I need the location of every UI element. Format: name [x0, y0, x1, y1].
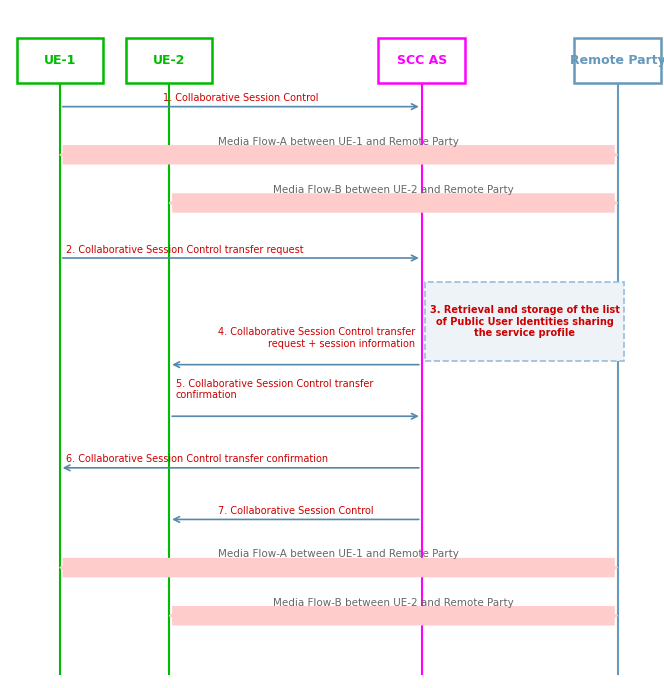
Text: 1. Collaborative Session Control: 1. Collaborative Session Control — [163, 93, 319, 103]
FancyBboxPatch shape — [378, 38, 465, 83]
Text: Remote Party: Remote Party — [570, 54, 664, 67]
Text: 5. Collaborative Session Control transfer
confirmation: 5. Collaborative Session Control transfe… — [176, 379, 373, 400]
Text: 2. Collaborative Session Control transfer request: 2. Collaborative Session Control transfe… — [66, 244, 304, 255]
Text: Media Flow-A between UE-1 and Remote Party: Media Flow-A between UE-1 and Remote Par… — [218, 136, 459, 147]
FancyArrow shape — [603, 610, 618, 622]
FancyArrow shape — [603, 149, 618, 161]
Text: Media Flow-B between UE-2 and Remote Party: Media Flow-B between UE-2 and Remote Par… — [273, 597, 514, 608]
FancyBboxPatch shape — [17, 38, 103, 83]
FancyBboxPatch shape — [574, 38, 661, 83]
Text: 6. Collaborative Session Control transfer confirmation: 6. Collaborative Session Control transfe… — [66, 454, 329, 464]
FancyArrow shape — [169, 197, 184, 209]
FancyArrow shape — [603, 561, 618, 574]
Text: 4. Collaborative Session Control transfer
request + session information: 4. Collaborative Session Control transfe… — [218, 327, 415, 349]
FancyArrow shape — [169, 610, 184, 622]
Text: Media Flow-A between UE-1 and Remote Party: Media Flow-A between UE-1 and Remote Par… — [218, 549, 459, 559]
FancyArrow shape — [60, 561, 74, 574]
Text: SCC AS: SCC AS — [396, 54, 447, 67]
Text: 7. Collaborative Session Control: 7. Collaborative Session Control — [218, 506, 373, 516]
Text: UE-1: UE-1 — [44, 54, 76, 67]
FancyArrow shape — [60, 149, 74, 161]
FancyBboxPatch shape — [126, 38, 212, 83]
FancyArrow shape — [603, 197, 618, 209]
Text: Media Flow-B between UE-2 and Remote Party: Media Flow-B between UE-2 and Remote Par… — [273, 184, 514, 195]
Text: UE-2: UE-2 — [153, 54, 185, 67]
FancyBboxPatch shape — [425, 282, 624, 361]
Text: 3. Retrieval and storage of the list
of Public User Identities sharing
the servi: 3. Retrieval and storage of the list of … — [430, 305, 620, 338]
